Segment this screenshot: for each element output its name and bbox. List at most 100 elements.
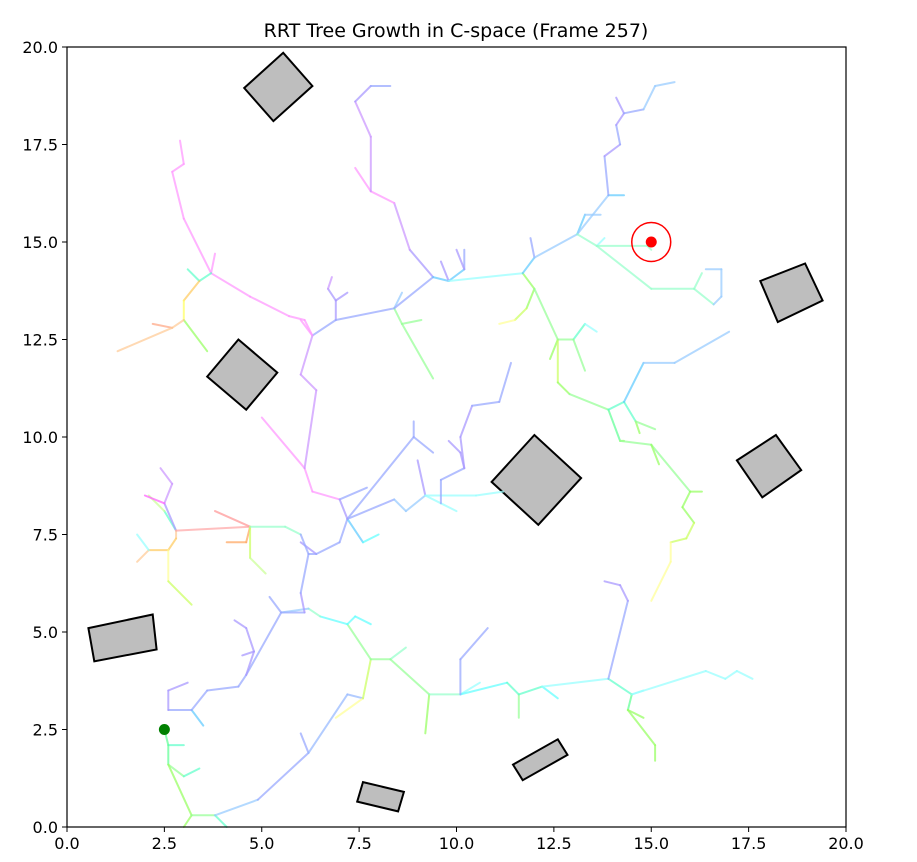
tree-edge <box>260 416 306 470</box>
obstacle-8 <box>355 780 406 813</box>
obstacle-7 <box>511 737 569 782</box>
tree-edge <box>416 459 427 497</box>
tree-edge <box>517 685 544 696</box>
tree-edge <box>439 467 466 481</box>
tree-edge <box>439 502 458 513</box>
tree-edge <box>623 400 637 423</box>
tree-edge <box>475 490 505 497</box>
tree-edge <box>346 623 372 661</box>
y-tick-label: 5.0 <box>33 623 58 642</box>
tree-edge <box>346 436 415 520</box>
tree-edge <box>521 272 536 290</box>
tree-edge <box>393 202 411 251</box>
x-tick-label: 20.0 <box>828 834 864 853</box>
tree-edge <box>459 404 474 438</box>
tree-edge <box>206 685 240 692</box>
tree-edge <box>233 619 248 630</box>
tree-edge <box>338 498 349 520</box>
tree-edge <box>369 190 396 204</box>
tree-edge <box>556 381 571 396</box>
tree-edge <box>190 689 209 711</box>
x-axis: 0.0 2.5 5.0 7.5 10.0 12.5 15.0 17.5 20.0 <box>54 827 864 853</box>
tree-edge <box>572 322 586 341</box>
tree-edge <box>712 295 723 306</box>
tree-edge <box>529 237 536 259</box>
tree-edge <box>346 615 357 626</box>
tree-edge <box>498 361 512 403</box>
tree-edge <box>210 252 216 275</box>
tree-edge <box>447 439 462 454</box>
tree-edge <box>136 533 150 552</box>
tree-edge <box>704 670 727 680</box>
tree-edge <box>603 143 622 158</box>
tree-edge <box>327 276 333 290</box>
markers-layer <box>158 221 672 735</box>
tree-edge <box>693 287 715 306</box>
tree-edge <box>210 272 252 298</box>
tree-edge <box>151 322 174 329</box>
y-tick-label: 15.0 <box>22 233 58 252</box>
tree-edge <box>393 498 407 513</box>
y-tick-label: 20.0 <box>22 38 58 57</box>
y-axis: 0.0 2.5 5.0 7.5 10.0 12.5 15.0 17.5 20.0 <box>22 38 67 837</box>
x-tick-label: 17.5 <box>731 834 767 853</box>
tree-edge <box>307 607 322 618</box>
tree-edge <box>249 556 267 575</box>
obstacles-layer <box>87 51 824 813</box>
tree-edge <box>681 490 692 509</box>
tree-edge <box>607 408 622 442</box>
tree-edge <box>615 96 625 115</box>
tree-edge <box>346 517 364 544</box>
tree-edge <box>389 646 407 661</box>
x-tick-label: 15.0 <box>633 834 669 853</box>
tree-edge <box>214 814 228 828</box>
tree-edge <box>327 287 337 302</box>
y-tick-label: 0.0 <box>33 818 58 837</box>
x-tick-label: 5.0 <box>249 834 274 853</box>
tree-edge <box>623 361 645 403</box>
tree-edge <box>284 525 302 536</box>
obstacle-6 <box>87 613 158 663</box>
tree-edge <box>245 650 255 676</box>
tree-edge <box>334 697 364 719</box>
tree-edge <box>256 751 310 801</box>
tree-edge <box>299 533 310 555</box>
tree-edge <box>136 549 150 563</box>
tree-edge <box>311 490 341 501</box>
tree-edge <box>619 439 653 446</box>
tree-edge <box>237 673 248 688</box>
tree-edge <box>338 486 368 501</box>
tree-edge <box>447 268 466 282</box>
tree-edge <box>362 533 380 544</box>
tree-edge <box>424 693 431 735</box>
tree-edge <box>623 108 645 115</box>
tree-edge <box>167 763 185 778</box>
tree-edge <box>182 319 209 353</box>
tree-edge <box>498 319 516 325</box>
tree-edge <box>346 498 396 520</box>
tree-edge <box>626 693 633 711</box>
tree-edge <box>171 163 185 173</box>
y-tick-label: 2.5 <box>33 721 58 740</box>
tree-edge <box>175 525 252 532</box>
tree-edge <box>568 393 610 411</box>
tree-edge <box>724 670 738 680</box>
tree-edge <box>299 553 310 594</box>
tree-edge <box>362 658 372 700</box>
tree-edge <box>650 443 692 493</box>
tree-edge <box>338 517 349 544</box>
tree-edge <box>673 330 731 364</box>
tree-edge <box>163 502 178 532</box>
tree-edge <box>167 580 193 606</box>
obstacle-1 <box>242 51 314 123</box>
tree-edge <box>393 291 403 310</box>
tree-edge <box>541 685 559 700</box>
tree-edge <box>171 319 185 329</box>
tree-edge <box>576 213 586 236</box>
tree-edge <box>143 494 166 505</box>
tree-edge <box>626 709 657 747</box>
tree-edge <box>424 494 442 505</box>
tree-edge <box>334 291 349 302</box>
tree-edge <box>584 322 598 333</box>
tree-edge <box>595 244 653 290</box>
